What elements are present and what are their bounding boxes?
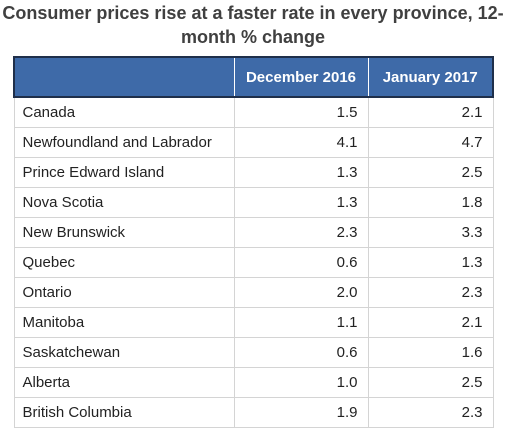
- december-2016-cell: 2.3: [233, 217, 369, 248]
- december-2016-cell: 1.1: [233, 307, 369, 338]
- province-cell: Saskatchewan: [13, 337, 235, 368]
- province-cell: Ontario: [13, 277, 235, 308]
- december-2016-cell: 2.0: [233, 277, 369, 308]
- january-2017-cell: 1.6: [367, 337, 494, 368]
- table-row: Alberta 1.0 2.5: [13, 367, 494, 398]
- province-cell: British Columbia: [13, 397, 235, 428]
- january-2017-cell: 2.3: [367, 277, 494, 308]
- table-body: Canada 1.5 2.1 Newfoundland and Labrador 4.1…: [13, 96, 494, 428]
- january-2017-cell: 1.3: [367, 247, 494, 278]
- table-row: Quebec 0.6 1.3: [13, 247, 494, 278]
- table-header-row: December 2016 January 2017: [13, 56, 494, 98]
- december-2016-cell: 0.6: [233, 247, 369, 278]
- header-december-2016: December 2016: [233, 56, 369, 98]
- table-row: Canada 1.5 2.1: [13, 96, 494, 128]
- january-2017-cell: 1.8: [367, 187, 494, 218]
- december-2016-cell: 1.3: [233, 157, 369, 188]
- table-row: British Columbia 1.9 2.3: [13, 397, 494, 428]
- province-cell: Newfoundland and Labrador: [13, 127, 235, 158]
- province-cell: Canada: [13, 96, 235, 128]
- province-cell: New Brunswick: [13, 217, 235, 248]
- cpi-table-container: December 2016 January 2017 Canada 1.5 2.1 N…: [13, 56, 494, 428]
- province-cell: Manitoba: [13, 307, 235, 338]
- header-province: [13, 56, 235, 98]
- december-2016-cell: 1.0: [233, 367, 369, 398]
- province-cell: Quebec: [13, 247, 235, 278]
- province-cell: Nova Scotia: [13, 187, 235, 218]
- province-cell: Prince Edward Island: [13, 157, 235, 188]
- december-2016-cell: 0.6: [233, 337, 369, 368]
- december-2016-cell: 1.9: [233, 397, 369, 428]
- december-2016-cell: 1.3: [233, 187, 369, 218]
- january-2017-cell: 2.5: [367, 157, 494, 188]
- january-2017-cell: 4.7: [367, 127, 494, 158]
- table-row: New Brunswick 2.3 3.3: [13, 217, 494, 248]
- table-row: Nova Scotia 1.3 1.8: [13, 187, 494, 218]
- table-row: Saskatchewan 0.6 1.6: [13, 337, 494, 368]
- province-cell: Alberta: [13, 367, 235, 398]
- chart-title: Consumer prices rise at a faster rate in…: [2, 3, 504, 47]
- table-row: Prince Edward Island 1.3 2.5: [13, 157, 494, 188]
- january-2017-cell: 3.3: [367, 217, 494, 248]
- cpi-table: December 2016 January 2017 Canada 1.5 2.1 N…: [13, 56, 494, 428]
- december-2016-cell: 1.5: [233, 96, 369, 128]
- december-2016-cell: 4.1: [233, 127, 369, 158]
- january-2017-cell: 2.1: [367, 96, 494, 128]
- january-2017-cell: 2.1: [367, 307, 494, 338]
- table-row: Ontario 2.0 2.3: [13, 277, 494, 308]
- table-row: Manitoba 1.1 2.1: [13, 307, 494, 338]
- january-2017-cell: 2.3: [367, 397, 494, 428]
- header-january-2017: January 2017: [367, 56, 494, 98]
- january-2017-cell: 2.5: [367, 367, 494, 398]
- table-row: Newfoundland and Labrador 4.1 4.7: [13, 127, 494, 158]
